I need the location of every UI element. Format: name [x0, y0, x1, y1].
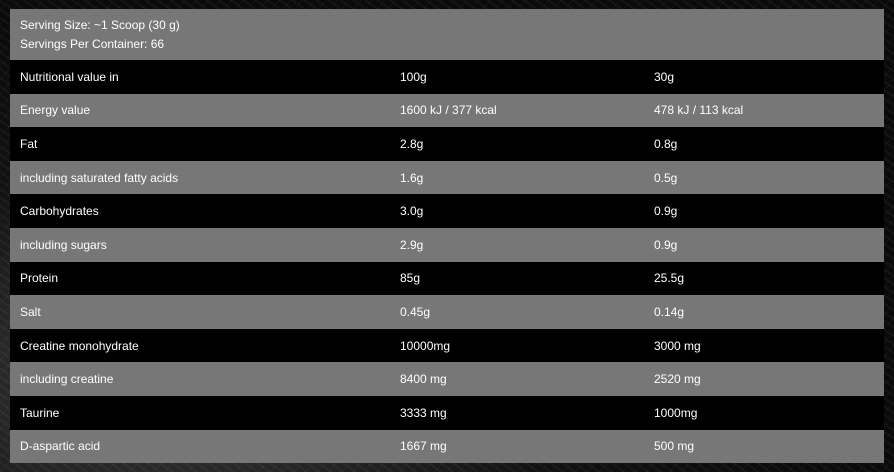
value-per-100g: 10000mg	[390, 328, 644, 363]
nutrient-label: including saturated fatty acids	[10, 160, 390, 195]
value-per-30g: 1000mg	[644, 395, 885, 430]
value-per-100g: 1600 kJ / 377 kcal	[390, 93, 644, 128]
value-per-30g: 30g	[644, 60, 885, 94]
value-per-30g: 2520 mg	[644, 362, 885, 396]
nutrient-label: including creatine	[10, 362, 390, 396]
value-per-30g: 0.9g	[644, 194, 885, 228]
serving-info-row: Serving Size: ~1 Scoop (30 g) Servings P…	[10, 9, 885, 60]
value-per-30g: 478 kJ / 113 kcal	[644, 93, 885, 128]
table-row: Taurine 3333 mg 1000mg	[10, 395, 885, 430]
nutrient-label: including sugars	[10, 227, 390, 262]
nutrient-label: Protein	[10, 261, 390, 296]
serving-size: Serving Size: ~1 Scoop (30 g)	[20, 17, 180, 32]
nutrient-label: Creatine monohydrate	[10, 328, 390, 363]
serving-info: Serving Size: ~1 Scoop (30 g) Servings P…	[10, 9, 885, 60]
table-row: Energy value 1600 kJ / 377 kcal 478 kJ / 1…	[10, 93, 885, 128]
value-per-100g: 2.9g	[390, 227, 644, 262]
value-per-30g: 0.5g	[644, 160, 885, 195]
table-row: including creatine 8400 mg 2520 mg	[10, 362, 885, 396]
value-per-30g: 0.8g	[644, 127, 885, 161]
value-per-100g: 1667 mg	[390, 429, 644, 464]
table-row: Protein 85g 25.5g	[10, 261, 885, 296]
value-per-100g: 3.0g	[390, 194, 644, 228]
value-per-30g: 0.14g	[644, 295, 885, 329]
nutrition-table: Serving Size: ~1 Scoop (30 g) Servings P…	[10, 9, 885, 464]
value-per-30g: 25.5g	[644, 261, 885, 296]
servings-per-container: Servings Per Container: 66	[20, 36, 165, 51]
table-row: Nutritional value in 100g 30g	[10, 60, 885, 94]
value-per-30g: 3000 mg	[644, 328, 885, 363]
value-per-100g: 0.45g	[390, 295, 644, 329]
table-row: including saturated fatty acids 1.6g 0.5g	[10, 160, 885, 195]
table-row: Fat 2.8g 0.8g	[10, 127, 885, 161]
table-row: D-aspartic acid 1667 mg 500 mg	[10, 429, 885, 464]
value-per-100g: 100g	[390, 60, 644, 94]
nutrient-label: Salt	[10, 295, 390, 329]
table-row: Creatine monohydrate 10000mg 3000 mg	[10, 328, 885, 363]
value-per-100g: 2.8g	[390, 127, 644, 161]
value-per-30g: 0.9g	[644, 227, 885, 262]
nutrient-label: Nutritional value in	[10, 60, 390, 94]
nutrient-label: D-aspartic acid	[10, 429, 390, 464]
value-per-100g: 85g	[390, 261, 644, 296]
value-per-30g: 500 mg	[644, 429, 885, 464]
table-row: Carbohydrates 3.0g 0.9g	[10, 194, 885, 228]
value-per-100g: 1.6g	[390, 160, 644, 195]
value-per-100g: 3333 mg	[390, 395, 644, 430]
nutrient-label: Fat	[10, 127, 390, 161]
nutrient-label: Energy value	[10, 93, 390, 128]
table-row: Salt 0.45g 0.14g	[10, 295, 885, 329]
nutrient-label: Carbohydrates	[10, 194, 390, 228]
table-row: including sugars 2.9g 0.9g	[10, 227, 885, 262]
value-per-100g: 8400 mg	[390, 362, 644, 396]
nutrient-label: Taurine	[10, 395, 390, 430]
